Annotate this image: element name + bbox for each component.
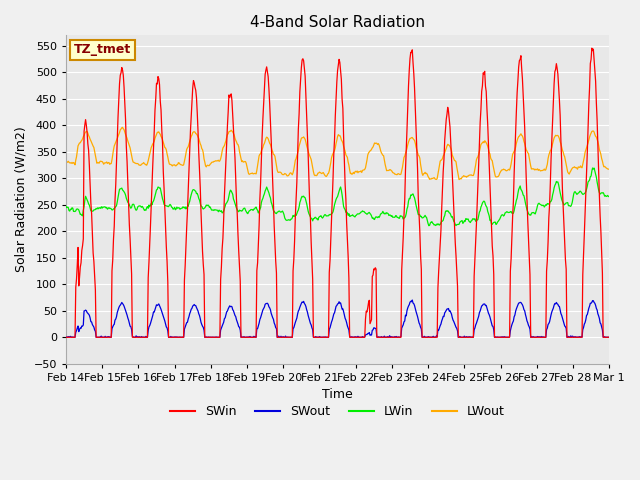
Y-axis label: Solar Radiation (W/m2): Solar Radiation (W/m2) — [15, 127, 28, 273]
Text: TZ_tmet: TZ_tmet — [74, 43, 131, 56]
Legend: SWin, SWout, LWin, LWout: SWin, SWout, LWin, LWout — [165, 400, 510, 423]
Title: 4-Band Solar Radiation: 4-Band Solar Radiation — [250, 15, 425, 30]
X-axis label: Time: Time — [322, 388, 353, 401]
